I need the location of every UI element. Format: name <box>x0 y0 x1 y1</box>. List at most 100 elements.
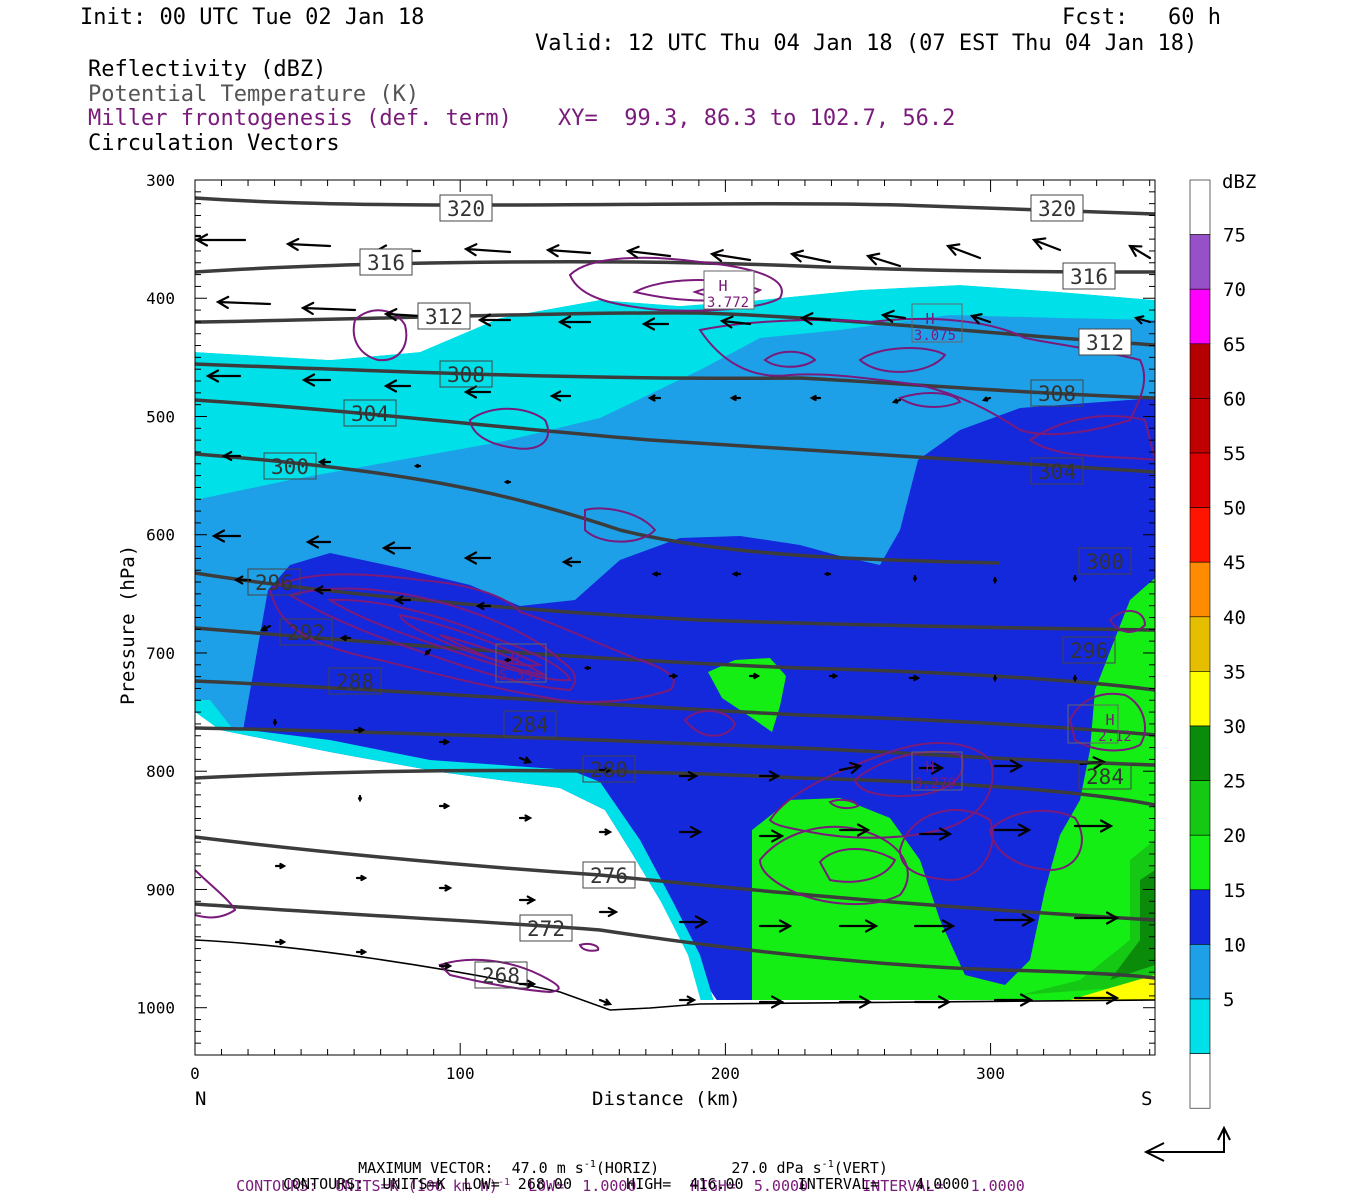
circulation-vector <box>709 249 752 263</box>
circulation-vector <box>838 761 863 774</box>
circulation-vector <box>758 829 785 843</box>
max-vector-vert-exp: -1 <box>821 1159 834 1170</box>
frontogenesis-max-box <box>495 643 547 683</box>
circulation-vector <box>865 252 902 268</box>
isentrope-label-box <box>263 452 317 480</box>
isentrope-label-box <box>343 399 397 427</box>
x-axis-label: Distance (km) <box>592 1088 741 1110</box>
isentrope <box>195 835 1155 922</box>
isentrope <box>195 398 1155 474</box>
circulation-vector <box>598 906 619 918</box>
x-tick-label: 100 <box>446 1064 475 1083</box>
isentrope-label-box <box>279 618 333 646</box>
circulation-vector <box>353 726 366 734</box>
isentrope-label-box <box>439 194 493 222</box>
circulation-vector <box>992 576 998 585</box>
circulation-vector <box>1031 237 1062 252</box>
circulation-vector <box>463 551 492 565</box>
colorbar-label: 10 <box>1223 934 1246 956</box>
frontogenesis-contour <box>768 742 994 839</box>
circulation-vector <box>557 315 592 329</box>
isentrope-label: 280 <box>590 758 628 782</box>
circulation-vector <box>1073 911 1120 925</box>
circulation-vector <box>463 243 512 257</box>
init-time: Init: 00 UTC Tue 02 Jan 18 <box>80 5 425 30</box>
y-axis-label: Pressure (hPa) <box>117 545 139 705</box>
circulation-vector <box>438 738 451 746</box>
reference-vector-icon <box>1143 1125 1231 1162</box>
circulation-vector <box>259 624 272 632</box>
field-circulation-vectors: Circulation Vectors <box>88 131 340 156</box>
isentrope-label: 308 <box>1038 382 1076 406</box>
frontogenesis-contour <box>763 350 817 368</box>
frontogenesis-contour <box>632 279 763 302</box>
reflectivity-25-region <box>1020 840 1155 995</box>
isentrope <box>195 679 1155 737</box>
reflectivity-fill <box>195 180 1155 1055</box>
circulation-vector <box>205 369 242 383</box>
frontogenesis-contour <box>758 825 909 905</box>
isentrope-label: 304 <box>1038 460 1076 484</box>
circulation-vector <box>969 313 992 325</box>
isentrope <box>195 259 1155 274</box>
isentrope-label: 296 <box>1070 639 1108 663</box>
colorbar-swatch <box>1189 507 1211 563</box>
circulation-vector <box>809 394 822 402</box>
max-vector-unit-exp: -1 <box>583 1159 596 1170</box>
circulation-vector <box>880 309 907 323</box>
circulation-vector <box>731 571 742 577</box>
frontogenesis-contour <box>195 869 237 919</box>
circulation-vector <box>383 307 422 322</box>
frontogenesis-contour-info: CONTOURS: UNITS=K (100 km h)-1 LOW= 1.00… <box>218 1157 1025 1195</box>
frontogenesis-contour <box>1068 692 1146 752</box>
north-label: N <box>195 1088 206 1110</box>
circulation-vector <box>355 948 368 956</box>
isentrope-label: 320 <box>447 197 485 221</box>
circulation-vector <box>758 919 793 933</box>
circulation-vector <box>357 794 363 803</box>
circulation-vector <box>912 574 918 583</box>
isentrope-label-box <box>1078 762 1132 790</box>
isentrope <box>195 902 1155 980</box>
circulation-vector <box>719 315 752 329</box>
x-tick-label: 300 <box>976 1064 1005 1083</box>
colorbar-label: 5 <box>1223 989 1234 1011</box>
circulation-vector <box>518 756 533 764</box>
y-tick-label: 700 <box>146 644 175 663</box>
circulation-vector <box>908 674 921 682</box>
circulation-vector <box>651 571 662 577</box>
circulation-vector <box>477 313 512 327</box>
frontogenesis-max-value: 3.075 <box>914 328 956 344</box>
frontogenesis-contour <box>988 809 1083 872</box>
circulation-vector <box>215 295 272 309</box>
frontogenesis-max-value: 5.331 <box>499 668 541 684</box>
circulation-vector <box>993 913 1036 927</box>
frontogenesis-max-box <box>911 303 963 343</box>
circulation-vector <box>891 398 902 404</box>
frontogenesis-contour <box>683 709 737 737</box>
dbz-colorbar: 75 70 65 60 55 50 45 40 35 30 25 20 15 10 5 <box>1189 179 1246 1109</box>
circulation-vector <box>518 895 537 905</box>
frontogenesis-contour <box>578 942 600 952</box>
frontogenesis-contour <box>853 750 965 798</box>
isentrope <box>195 726 1155 767</box>
circulation-vector <box>583 665 592 671</box>
circulation-vector <box>913 995 952 1009</box>
x-tick-label: 0 <box>190 1064 200 1083</box>
isentrope-label-box <box>417 302 471 330</box>
isentrope-label-box <box>582 755 636 783</box>
frontogenesis-max-marker: H <box>510 650 519 668</box>
below-ground <box>195 1000 1155 1055</box>
colorbar-swatch <box>1189 398 1211 454</box>
y-tick-label: 600 <box>146 526 175 545</box>
circulation-vector <box>729 394 742 402</box>
frontogenesis-contour <box>828 798 860 810</box>
circulation-vector <box>518 814 533 822</box>
colorbar-swatch <box>1189 1053 1211 1109</box>
frontogenesis-contour-exp: -1 <box>497 1177 511 1188</box>
frontogenesis-contour <box>898 809 994 882</box>
isentrope-label: 288 <box>336 670 374 694</box>
isentrope-label-box <box>1078 328 1132 356</box>
circulation-vector <box>598 998 613 1006</box>
